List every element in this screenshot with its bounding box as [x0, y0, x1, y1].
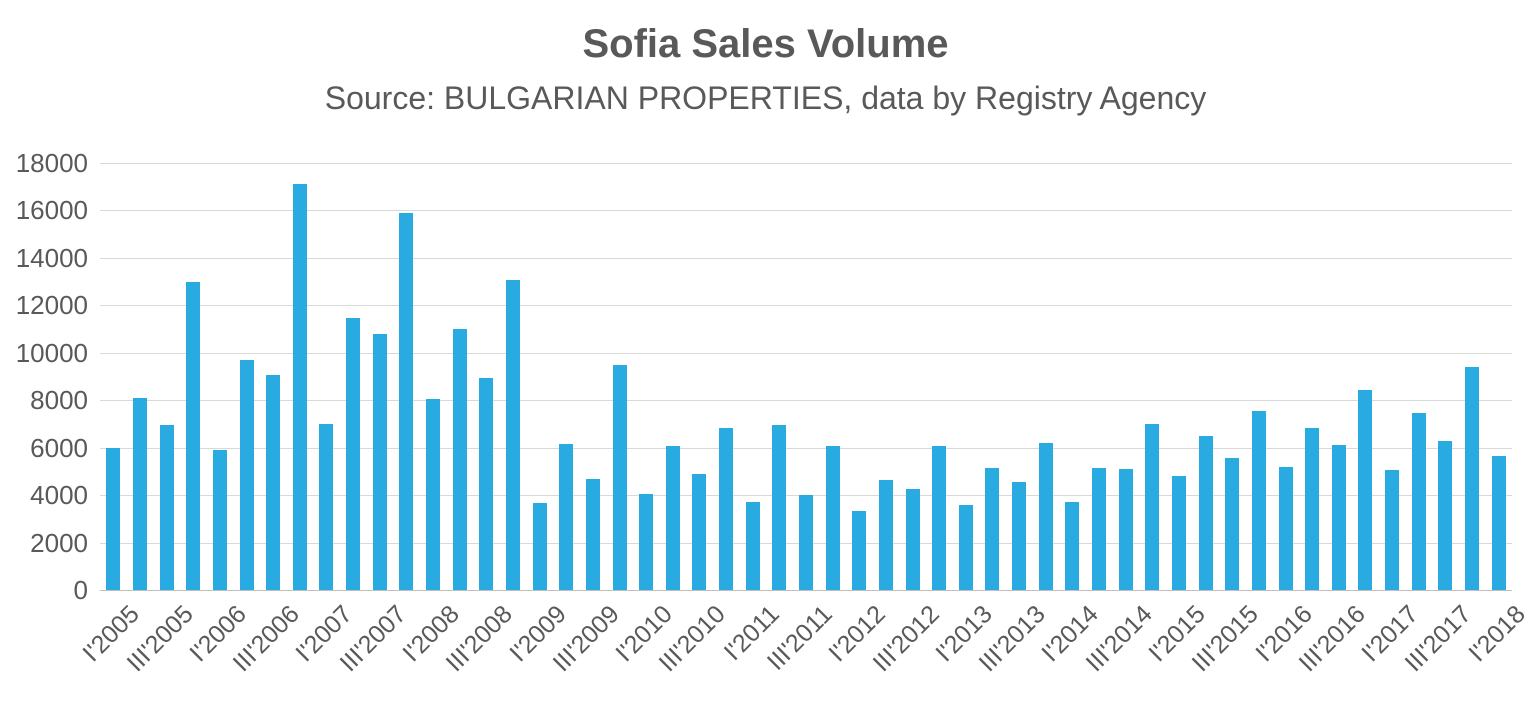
bar-II'2010	[665, 446, 680, 590]
gridline	[100, 447, 1512, 449]
bar-III'2007	[372, 333, 387, 590]
plot-area: I'2005 III'2005 I'2006 III'2006 I'2007 III'20…	[78, 163, 1530, 677]
chart-subtitle: Source: BULGARIAN PROPERTIES, data by Re…	[324, 80, 1207, 116]
bar-I'2018	[1491, 455, 1506, 590]
bar-III'2012	[905, 489, 920, 590]
bar-I'2012	[852, 510, 867, 590]
bar-III'2011	[799, 495, 813, 590]
chart-title: Sofia Sales Volume	[582, 22, 949, 66]
y-tick-label: 0	[73, 575, 88, 605]
y-tick-label: 2000	[30, 527, 88, 558]
y-tick-label: 6000	[30, 432, 88, 463]
bar-II'2011	[772, 425, 787, 590]
bar-II'2007	[346, 318, 361, 590]
bar-I'2016	[1278, 466, 1293, 590]
bar-III'2016	[1331, 445, 1346, 590]
y-tick-label: 8000	[30, 385, 88, 416]
bar-II'2008	[452, 329, 467, 590]
bar-IV'2017	[1465, 367, 1480, 590]
y-tick-label: 12000	[15, 290, 88, 321]
bar-II'2006	[239, 359, 254, 590]
bar-III'2013	[1012, 482, 1027, 590]
bar-IV'2013	[1038, 442, 1053, 590]
bar-I'2017	[1385, 470, 1400, 590]
y-tick-label: 4000	[30, 480, 88, 511]
bar-II'2012	[878, 479, 893, 590]
bar-II'2009	[559, 444, 574, 590]
bar-I'2011	[745, 502, 760, 590]
gridline	[100, 352, 1512, 354]
bar-I'2005	[106, 447, 121, 590]
bar-IV'2011	[825, 446, 840, 590]
bar-IV'2007	[399, 212, 414, 590]
bar-III'2006	[266, 375, 281, 590]
bar-IV'2010	[719, 427, 734, 590]
x-tick-label: I'2018	[1463, 600, 1531, 668]
bar-III'2005	[159, 425, 174, 590]
bar-I'2008	[426, 399, 441, 590]
bar-II'2005	[132, 397, 147, 590]
y-tick-label: 10000	[15, 337, 88, 368]
bar-III'2017	[1438, 440, 1453, 590]
y-tick-label: 18000	[15, 148, 88, 178]
gridline	[100, 210, 1512, 212]
bar-I'2007	[319, 423, 334, 590]
gridline	[100, 257, 1512, 259]
bar-II'2015	[1198, 435, 1213, 590]
bar-I'2009	[532, 503, 547, 590]
bar-IV'2006	[292, 184, 307, 590]
bar-IV'2016	[1358, 389, 1373, 590]
bar-III'2014	[1118, 469, 1133, 590]
bar-IV'2008	[505, 280, 520, 590]
bar-II'2016	[1305, 427, 1320, 590]
bar-III'2010	[692, 473, 707, 590]
bar-II'2013	[985, 467, 1000, 590]
bar-IV'2005	[186, 281, 201, 590]
bar-I'2013	[958, 504, 973, 590]
bar-I'2015	[1171, 476, 1186, 590]
bar-I'2014	[1065, 502, 1080, 590]
gridline	[100, 163, 1512, 164]
bar-IV'2014	[1145, 423, 1160, 590]
bar-I'2006	[212, 450, 227, 590]
gridline	[100, 305, 1512, 307]
y-tick-label: 14000	[15, 242, 88, 273]
x-axis-line	[100, 590, 1512, 591]
bar-IV'2012	[932, 446, 947, 590]
bar-II'2017	[1411, 413, 1426, 590]
y-axis: 0 2000 4000 6000 8000 10000 12000 14000 16000 180…	[0, 150, 88, 603]
bar-III'2009	[585, 478, 600, 590]
y-tick-label: 16000	[15, 195, 88, 226]
bar-I'2010	[639, 493, 654, 590]
bar-IV'2009	[612, 364, 627, 590]
bar-III'2008	[479, 377, 494, 590]
bar-II'2014	[1092, 467, 1107, 590]
gridline	[100, 400, 1512, 402]
bar-IV'2015	[1251, 410, 1266, 590]
bar-III'2015	[1225, 458, 1240, 590]
